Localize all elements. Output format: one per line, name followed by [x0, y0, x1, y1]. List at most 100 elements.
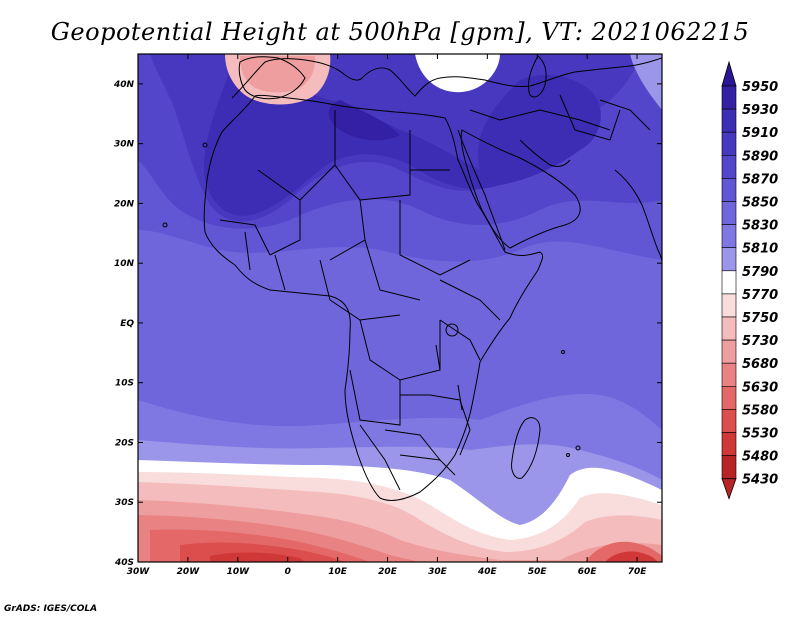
colorbar-label: 5530 — [742, 427, 778, 442]
grads-credit: GrADS: IGES/COLA — [4, 604, 98, 614]
colorbar-label: 5810 — [742, 242, 778, 257]
colorbar-label: 5930 — [742, 103, 778, 118]
border-iran — [559, 94, 621, 141]
field-band-5930 — [328, 100, 400, 141]
border-saf — [399, 454, 456, 476]
lat-tick-label: 10N — [114, 259, 135, 269]
border-west — [219, 219, 271, 256]
colorbar-swatch — [721, 432, 737, 456]
border-namibia — [359, 424, 401, 491]
colorbar-swatch — [721, 131, 737, 156]
border-chad — [364, 239, 421, 301]
persian-gulf — [519, 139, 571, 167]
reunion — [566, 453, 570, 457]
caspian-coastline — [527, 55, 547, 98]
border-libya — [359, 130, 411, 201]
lon-tick-label: 70E — [628, 567, 648, 577]
field-iberia-core — [240, 56, 316, 93]
colorbar-label: 5950 — [742, 80, 778, 95]
africa-coastline — [203, 94, 544, 501]
europe-coastline — [231, 57, 662, 99]
field-band-5480 — [210, 552, 305, 562]
border-botswana — [384, 429, 441, 461]
colorbar-swatch — [721, 178, 737, 202]
colorbar-label: 5680 — [742, 357, 778, 372]
cape-verde — [162, 222, 168, 228]
colorbar-swatch — [721, 201, 737, 225]
colorbar-label: 5890 — [742, 149, 778, 164]
border-east-2 — [439, 319, 481, 361]
colorbar-label: 5830 — [742, 219, 778, 234]
border-sahara-3 — [329, 164, 366, 261]
colorbar-swatch — [721, 385, 737, 410]
colorbar-label: 5480 — [742, 450, 778, 465]
border-sudan — [399, 200, 471, 276]
canary-islands — [202, 142, 208, 148]
lat-tick-label: 10S — [115, 379, 134, 389]
colorbar-swatch — [721, 362, 737, 387]
arabia-coastline — [460, 129, 581, 249]
lon-tick-label: 10W — [227, 567, 251, 577]
colorbar-label: 5870 — [742, 172, 778, 187]
lon-tick-label: 10E — [328, 567, 348, 577]
lat-tick-label: 30S — [115, 498, 134, 508]
colorbar-label: 5730 — [742, 334, 778, 349]
lon-tick-label: 60E — [578, 567, 598, 577]
height-field — [138, 54, 662, 562]
lake-malawi — [457, 384, 463, 411]
colorbar-swatch — [721, 339, 737, 364]
colorbar-label: 5850 — [742, 196, 778, 211]
colorbar-label: 5790 — [742, 265, 778, 280]
longitude-axis: 30W 20W 10W 0 10E 20E 30E 40E 50E 60E 70E — [127, 54, 647, 577]
colorbar-label: 5580 — [742, 403, 778, 418]
colorbar-label: 5430 — [742, 473, 778, 488]
colorbar-swatch — [721, 270, 737, 295]
lat-tick-label: 40N — [113, 80, 135, 90]
border-mozambique — [459, 399, 471, 456]
colorbar-label: 5770 — [742, 288, 778, 303]
colorbar-swatch — [721, 224, 737, 249]
colorbar-swatch — [721, 409, 737, 433]
lon-tick-label: 30E — [428, 567, 448, 577]
colorbar-label: 5750 — [742, 311, 778, 326]
lon-tick-label: 20E — [378, 567, 398, 577]
seychelles — [561, 350, 565, 354]
colorbar: 5950 5930 5910 5890 5870 5850 5830 5810 5790 5770… — [721, 60, 778, 500]
lat-tick-label: 20S — [115, 438, 134, 448]
border-west-3 — [274, 254, 286, 291]
lon-tick-label: 30W — [127, 567, 151, 577]
mauritius — [575, 445, 581, 451]
lon-tick-label: 40E — [477, 567, 498, 577]
colorbar-swatch — [721, 316, 737, 341]
lat-tick-label: EQ — [120, 319, 134, 329]
latitude-axis: 40N 30N 20N 10N EQ 10S 20S 30S 40S — [113, 80, 662, 568]
colorbar-swatch — [721, 455, 737, 480]
border-central-1 — [319, 259, 401, 321]
lake-tanganyika — [435, 344, 441, 371]
lake-victoria — [445, 323, 459, 337]
madagascar-coastline — [511, 417, 541, 479]
field-se-core — [605, 551, 658, 562]
lon-tick-label: 0 — [285, 567, 291, 577]
lat-tick-label: 30N — [114, 140, 135, 150]
colorbar-swatch — [721, 155, 737, 179]
map-title: Geopotential Height at 500hPa [gpm], VT:… — [50, 18, 750, 46]
colorbar-top-arrow — [721, 60, 737, 87]
colorbar-swatch — [721, 108, 737, 133]
border-angola — [349, 369, 401, 426]
colorbar-label: 5630 — [742, 380, 778, 395]
border-west-2 — [244, 231, 251, 271]
lon-tick-label: 20W — [177, 567, 201, 577]
colorbar-swatch — [721, 247, 737, 272]
border-east-1 — [439, 279, 501, 321]
border-middle-east — [469, 109, 611, 131]
iberia-coastline — [238, 56, 306, 100]
colorbar-swatch — [721, 85, 737, 110]
border-sahara-1 — [257, 169, 301, 256]
field-turkey-light — [415, 54, 500, 93]
field-ne-light — [630, 54, 662, 110]
lat-tick-label: 20N — [114, 199, 135, 209]
colorbar-bottom-arrow — [721, 478, 737, 500]
colorbar-swatch — [721, 293, 737, 318]
